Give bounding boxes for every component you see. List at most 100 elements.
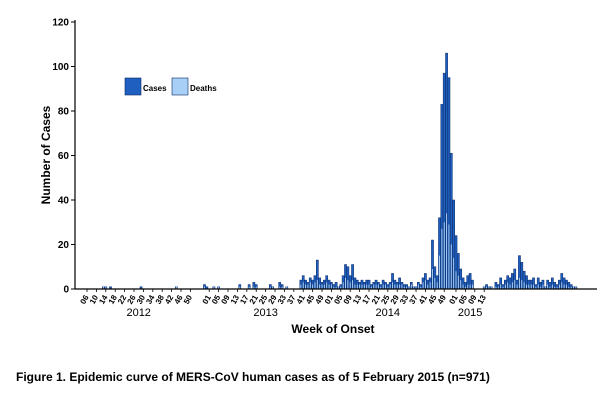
death-bar — [575, 286, 577, 289]
deaths-bars — [102, 213, 577, 290]
death-bar — [521, 280, 523, 289]
death-bar — [389, 284, 391, 289]
x-tick-label: 13 — [476, 293, 489, 306]
death-bar — [504, 284, 506, 289]
year-label: 2012 — [126, 307, 150, 319]
death-bar — [528, 284, 530, 289]
death-bar — [561, 282, 563, 289]
death-bar — [359, 284, 361, 289]
year-labels: 2012 2013 2014 2015 — [126, 307, 482, 319]
death-bar — [441, 228, 443, 289]
year-label: 2015 — [458, 307, 482, 319]
y-tick-label: 20 — [58, 240, 70, 251]
death-bar — [347, 280, 349, 289]
death-bar — [239, 286, 241, 289]
death-bar — [255, 286, 257, 289]
death-bar — [323, 284, 325, 289]
death-bar — [410, 284, 412, 289]
death-bar — [434, 277, 436, 290]
death-bar — [443, 222, 445, 289]
death-bar — [554, 286, 556, 289]
death-bar — [502, 286, 504, 289]
death-bar — [342, 282, 344, 289]
death-bar — [300, 284, 302, 289]
death-bar — [406, 286, 408, 289]
death-bar — [511, 282, 513, 289]
death-bar — [175, 286, 177, 289]
death-bar — [558, 284, 560, 289]
death-bar — [368, 284, 370, 289]
legend: Cases Deaths — [124, 77, 217, 96]
figure-caption: Figure 1. Epidemic curve of MERS-CoV hum… — [16, 370, 490, 384]
death-bar — [565, 284, 567, 289]
death-bar — [328, 284, 330, 289]
x-tick-label: 49 — [436, 293, 449, 306]
death-bar — [448, 224, 450, 289]
y-axis-ticks: 0 20 40 60 80 100 120 — [52, 18, 75, 296]
death-bar — [563, 284, 565, 289]
death-bar — [542, 284, 544, 289]
death-bar — [436, 282, 438, 289]
death-bar — [380, 286, 382, 289]
death-bar — [450, 244, 452, 289]
death-bar — [420, 286, 422, 289]
death-bar — [446, 213, 448, 289]
death-bar — [483, 286, 485, 289]
death-bar — [490, 286, 492, 289]
death-bar — [573, 286, 574, 289]
death-bar — [509, 284, 511, 289]
y-tick-label: 40 — [58, 196, 70, 207]
death-bar — [526, 284, 527, 289]
y-tick-label: 80 — [58, 107, 70, 118]
death-bar — [375, 284, 377, 289]
death-bar — [352, 280, 354, 289]
death-bar — [547, 284, 549, 289]
y-axis-label: Number of Cases — [39, 105, 53, 204]
legend-label-cases: Cases — [143, 84, 167, 93]
death-bar — [439, 255, 441, 290]
death-bar — [307, 284, 309, 289]
death-bar — [356, 284, 358, 289]
death-bar — [486, 286, 488, 289]
death-bar — [373, 284, 375, 289]
death-bar — [568, 286, 570, 289]
death-bar — [312, 284, 314, 289]
death-bar — [102, 286, 104, 289]
death-bar — [281, 286, 283, 289]
death-bar — [523, 282, 525, 289]
death-bar — [453, 257, 455, 289]
death-bar — [495, 286, 497, 289]
death-bar — [279, 286, 281, 289]
death-bar — [429, 282, 431, 289]
death-bar — [415, 286, 417, 289]
death-bar — [382, 284, 384, 289]
y-tick-label: 100 — [52, 62, 69, 73]
death-bar — [417, 284, 419, 289]
death-bar — [316, 280, 318, 289]
death-bar — [467, 284, 469, 289]
death-bar — [385, 284, 386, 289]
y-tick-label: 60 — [58, 151, 70, 162]
death-bar — [413, 286, 415, 289]
x-axis-label: Week of Onset — [291, 322, 374, 336]
death-bar — [556, 286, 558, 289]
death-bar — [507, 282, 509, 289]
death-bar — [392, 282, 394, 289]
year-label: 2014 — [376, 307, 400, 319]
death-bar — [370, 286, 372, 289]
death-bar — [302, 282, 304, 289]
death-bar — [424, 280, 426, 289]
death-bar — [213, 286, 215, 289]
death-bar — [337, 286, 339, 289]
death-bar — [535, 286, 537, 289]
death-bar — [432, 268, 433, 289]
legend-swatch-deaths — [171, 77, 189, 96]
death-bar — [551, 284, 553, 289]
death-bar — [309, 282, 311, 289]
death-bar — [540, 286, 542, 289]
death-bar — [464, 286, 466, 289]
death-bar — [333, 286, 335, 289]
y-tick-label: 0 — [63, 285, 69, 296]
